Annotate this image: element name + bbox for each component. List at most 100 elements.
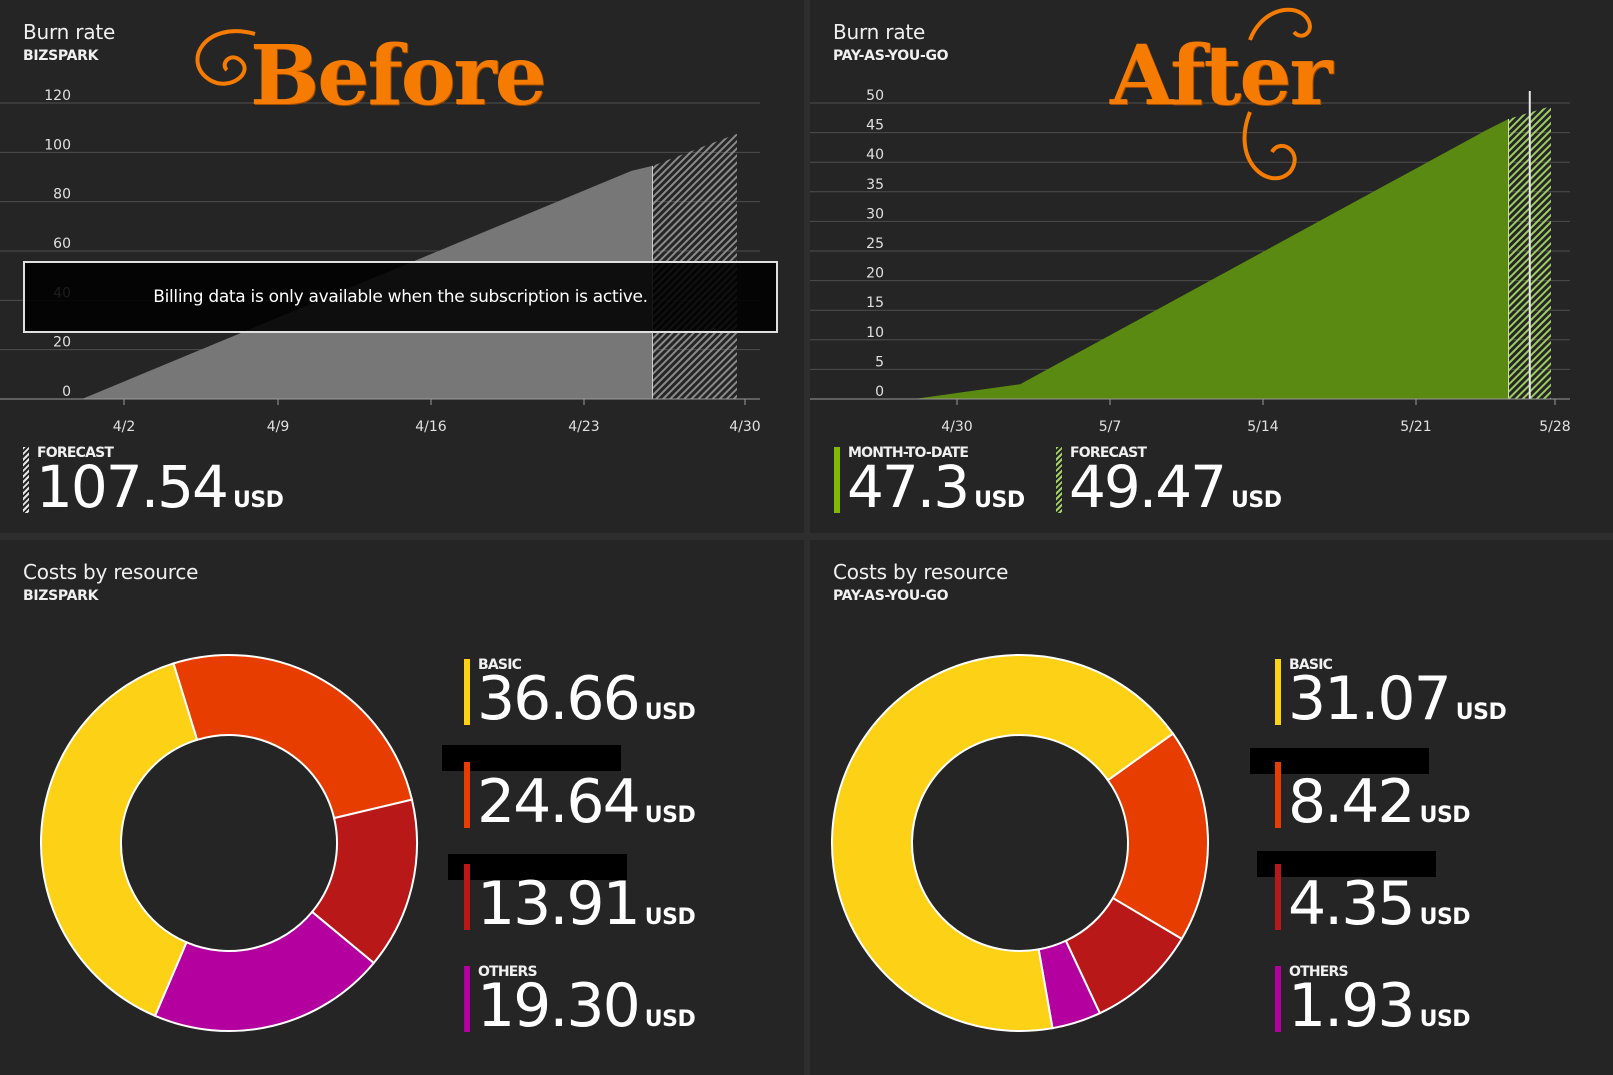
cost-value: 31.07: [1288, 664, 1452, 734]
y-tick-label: 20: [866, 266, 884, 282]
cost-label: BASIC: [478, 657, 522, 673]
forecast-value-wrap: 107.54 USD: [36, 457, 284, 531]
burn-rate-panel-payg: 0 5 10 15 20 25 30 35 40 45 50 4/30 5/7 5/14 5/21 5/28 …: [810, 0, 1613, 533]
y-tick-label: 80: [53, 187, 71, 203]
panel-title: Burn rate: [23, 20, 116, 44]
panel-title: Costs by resource: [833, 560, 1009, 584]
cost-unit: USD: [644, 700, 696, 725]
month-to-date-unit: USD: [974, 488, 1025, 513]
x-tick-label: 5/7: [1099, 419, 1122, 435]
cost-value-wrap: 19.30 USD: [477, 976, 696, 1050]
donut-slice: [172, 654, 414, 820]
cost-label: OTHERS: [1289, 964, 1349, 980]
x-tick-label: 4/23: [568, 419, 599, 435]
forecast-value: 107.54: [36, 453, 229, 521]
forecast-unit: USD: [232, 488, 284, 513]
cost-unit: USD: [644, 803, 696, 828]
x-tick-label: 5/21: [1400, 419, 1431, 435]
cost-label: BASIC: [1289, 657, 1333, 673]
after-decoration-text: After: [1110, 28, 1333, 124]
donut-slice: [831, 654, 1175, 1032]
cost-value-wrap: 24.64 USD: [477, 772, 696, 846]
cost-value-wrap: 13.91 USD: [477, 874, 696, 948]
cost-value: 1.93: [1288, 971, 1416, 1041]
cost-swatch-2: [464, 762, 470, 828]
panel-subtitle: PAY-AS-YOU-GO: [833, 48, 949, 64]
x-tick-label: 4/30: [729, 419, 760, 435]
costs-donut-bizspark: [40, 654, 418, 1032]
y-tick-label: 15: [866, 295, 884, 311]
before-decoration-text: Before: [250, 28, 547, 124]
cost-swatch-3: [464, 864, 470, 930]
donut-slice: [153, 910, 376, 1032]
cost-unit: USD: [644, 1007, 696, 1032]
cost-swatch-3: [1275, 864, 1281, 930]
month-to-date-swatch: [834, 447, 840, 513]
forecast-label: FORECAST: [1070, 445, 1147, 461]
x-tick-label: 5/28: [1539, 419, 1570, 435]
panel-title: Costs by resource: [23, 560, 199, 584]
burn-rate-panel-bizspark: 0204060801001204/24/94/164/234/30 Burn r…: [0, 0, 804, 533]
month-to-date-value: 47.3: [847, 453, 970, 521]
cost-value-wrap: 1.93 USD: [1288, 976, 1471, 1050]
x-tick-label: 4/2: [113, 419, 136, 435]
panel-title: Burn rate: [833, 20, 926, 44]
cost-unit: USD: [1419, 905, 1471, 930]
cost-value-wrap: 4.35 USD: [1288, 874, 1471, 948]
panel-subtitle: BIZSPARK: [23, 48, 99, 64]
cost-swatch-basic: [1275, 659, 1281, 725]
cost-value-wrap: 31.07 USD: [1288, 669, 1507, 743]
cost-unit: USD: [1419, 1007, 1471, 1032]
y-tick-label: 30: [866, 206, 884, 222]
forecast-value-wrap: 49.47 USD: [1069, 457, 1282, 531]
cost-unit: USD: [1419, 803, 1471, 828]
redacted-label: [442, 745, 621, 771]
y-tick-label: 25: [866, 236, 884, 252]
cost-value-wrap: 36.66 USD: [477, 669, 696, 743]
swirl-decoration: [195, 29, 256, 86]
forecast-unit: USD: [1231, 488, 1282, 513]
forecast-swatch: [1056, 447, 1062, 513]
y-tick-label: 0: [875, 384, 884, 400]
cost-swatch-others: [464, 966, 470, 1032]
cost-value: 19.30: [477, 971, 641, 1041]
panel-subtitle: BIZSPARK: [23, 588, 99, 604]
cost-value: 24.64: [477, 767, 641, 837]
y-tick-label: 35: [866, 177, 884, 193]
cost-value: 4.35: [1288, 869, 1416, 939]
y-tick-label: 60: [53, 236, 71, 252]
cost-value: 8.42: [1288, 767, 1416, 837]
x-tick-label: 5/14: [1247, 419, 1279, 435]
x-tick-label: 4/9: [267, 419, 290, 435]
redacted-label: [1257, 851, 1436, 877]
cost-swatch-others: [1275, 966, 1281, 1032]
cost-swatch-2: [1275, 762, 1281, 828]
y-tick-label: 40: [866, 147, 884, 163]
x-tick-label: 4/16: [415, 419, 447, 435]
y-tick-label: 120: [44, 88, 71, 104]
forecast-swatch: [23, 447, 29, 513]
donut-slice: [40, 662, 199, 1018]
costs-panel-bizspark: Costs by resource BIZSPARK BASIC 36.66 US…: [0, 540, 804, 1075]
cost-unit: USD: [644, 905, 696, 930]
month-to-date-value-wrap: 47.3 USD: [847, 457, 1025, 531]
burn-rate-chart-payg: 0 5 10 15 20 25 30 35 40 45 50 4/30 5/7 5/14 5/21 5/28: [810, 88, 1571, 435]
forecast-label: FORECAST: [37, 445, 114, 461]
billing-unavailable-notice: Billing data is only available when the …: [23, 261, 778, 333]
swirl-decoration: [1242, 7, 1312, 181]
cost-value: 36.66: [477, 664, 641, 734]
x-tick-label: 4/30: [941, 419, 972, 435]
cost-value: 13.91: [477, 869, 641, 939]
costs-panel-payg: Costs by resource PAY-AS-YOU-GO BASIC 31…: [810, 540, 1613, 1075]
cost-swatch-basic: [464, 659, 470, 725]
forecast-value: 49.47: [1069, 453, 1227, 521]
y-tick-label: 50: [866, 88, 884, 104]
donut-slice: [1106, 732, 1209, 941]
redacted-label: [448, 854, 627, 880]
y-tick-label: 45: [866, 118, 884, 134]
y-tick-label: 100: [44, 137, 71, 153]
y-tick-label: 10: [866, 325, 884, 341]
cost-unit: USD: [1455, 700, 1507, 725]
panel-subtitle: PAY-AS-YOU-GO: [833, 588, 949, 604]
month-to-date-label: MONTH-TO-DATE: [848, 445, 969, 461]
